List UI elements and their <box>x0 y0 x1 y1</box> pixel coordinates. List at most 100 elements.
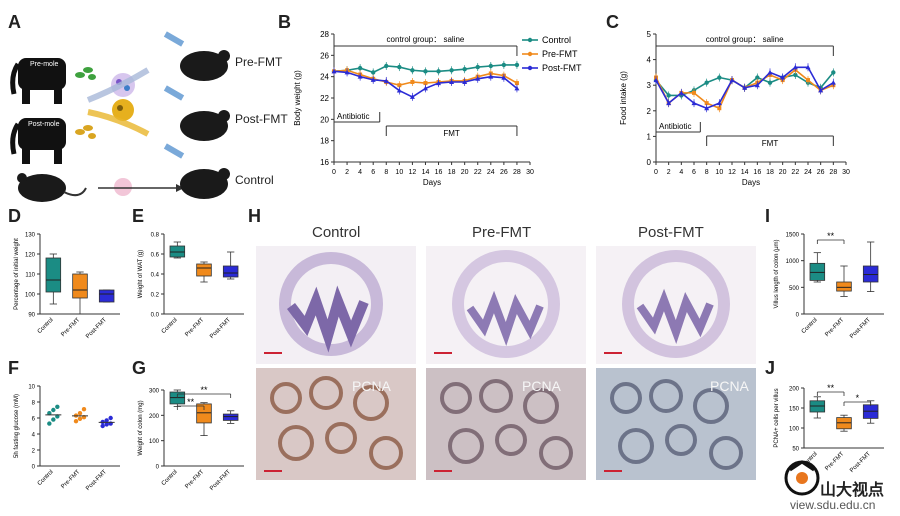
elephant-tag-pre: Pre-mole <box>30 61 59 68</box>
x-tick-label: Control <box>161 469 179 487</box>
x-tick-label: 26 <box>500 169 508 176</box>
y-tick-label: 90 <box>28 313 35 319</box>
data-point <box>77 416 83 421</box>
y-tick-label: 16 <box>320 158 329 167</box>
data-point <box>410 68 415 73</box>
y-axis-label: PCNA+ cells per villus <box>774 388 780 447</box>
y-tick-label: 0.4 <box>151 273 160 279</box>
x-tick-label: 4 <box>679 169 683 176</box>
mouse-icon <box>180 168 230 199</box>
data-point <box>371 70 376 75</box>
y-tick-label: 4 <box>647 56 652 65</box>
x-tick-label: 0 <box>332 169 336 176</box>
x-tick-label: Post-FMT <box>849 317 872 340</box>
y-tick-label: 200 <box>789 387 800 393</box>
data-point <box>678 90 684 95</box>
x-tick-label: Control <box>161 317 179 335</box>
x-tick-label: 2 <box>345 169 349 176</box>
x-tick-label: 12 <box>728 169 736 176</box>
antibiotic-label: Antibiotic <box>337 112 369 121</box>
y-tick-label: 3 <box>647 81 652 90</box>
y-tick-label: 24 <box>320 73 329 82</box>
colon-weight-chart: 0 100 200 300 Weight of colon (mg) Control Pre… <box>138 385 244 492</box>
x-tick-label: Post-FMT <box>209 317 232 340</box>
wat-weight-chart: 0.0 0.2 0.4 0.6 0.8 Weight of WAT (g) Control P… <box>138 233 244 340</box>
histology-title-control: Control <box>312 224 361 241</box>
y-tick-label: 0 <box>647 158 652 167</box>
box-pre-fmt <box>836 281 852 292</box>
data-point <box>344 69 350 75</box>
mouse-icon <box>180 110 230 141</box>
y-tick-label: 0.8 <box>151 233 160 239</box>
y-tick-label: 18 <box>320 137 329 146</box>
data-point <box>422 85 428 91</box>
panel-a-schematic: Pre-mole Post-mole <box>10 31 230 202</box>
y-axis-label: Weight of WAT (g) <box>138 250 144 298</box>
x-tick-label: 30 <box>526 169 534 176</box>
y-tick-label: 20 <box>320 115 329 124</box>
y-tick-label: 28 <box>320 30 329 39</box>
data-point <box>501 75 507 80</box>
x-tick-label: 28 <box>513 169 521 176</box>
significance-label: ** <box>187 397 195 407</box>
data-point <box>462 79 468 84</box>
y-axis-label: Percentage of initial weight <box>14 238 20 310</box>
y-tick-label: 0 <box>796 313 800 319</box>
data-point <box>806 78 810 83</box>
data-point <box>793 72 798 78</box>
legend-label: Pre-FMT <box>542 49 578 59</box>
data-point <box>397 64 402 70</box>
box-control <box>809 262 826 281</box>
y-tick-label: 0.0 <box>151 313 160 319</box>
x-tick-label: Post-FMT <box>85 469 108 492</box>
data-point <box>77 411 83 416</box>
y-axis-label: Body weight (g) <box>293 70 302 126</box>
x-tick-label: 20 <box>779 169 787 176</box>
legend-label: Post-FMT <box>542 63 582 73</box>
data-point <box>396 88 402 93</box>
y-tick-label: 100 <box>149 439 160 445</box>
x-tick-label: Post-FMT <box>209 469 232 492</box>
panel-g-letter: G <box>132 358 147 378</box>
antibiotic-label: Antibiotic <box>659 122 691 131</box>
x-tick-label: 6 <box>692 169 696 176</box>
syringe-icon <box>163 143 185 159</box>
x-tick-label: 24 <box>487 169 495 176</box>
mouse-icon <box>180 50 230 81</box>
x-tick-label: Pre-FMT <box>184 469 205 490</box>
y-tick-label: 1500 <box>786 233 800 239</box>
data-point <box>704 105 710 111</box>
panel-a-letter: A <box>8 12 21 32</box>
y-tick-label: 8 <box>32 401 36 407</box>
x-tick-label: 10 <box>715 169 723 176</box>
x-tick-label: 4 <box>358 169 362 176</box>
histology-title-pre-fmt: Pre-FMT <box>472 224 532 241</box>
x-tick-label: 12 <box>409 169 417 176</box>
data-point <box>831 70 836 75</box>
y-tick-label: 200 <box>149 414 160 420</box>
y-axis-label: Weight of colon (mg) <box>138 400 144 455</box>
data-point <box>81 407 87 412</box>
y-tick-label: 110 <box>25 273 35 279</box>
elephant-tag-post: Post-mole <box>28 121 60 128</box>
y-tick-label: 1 <box>647 132 652 141</box>
data-point <box>742 85 748 90</box>
y-tick-label: 10 <box>28 385 35 391</box>
he-image-post-fmt <box>596 246 756 364</box>
y-tick-label: 6 <box>32 417 36 423</box>
y-tick-label: 300 <box>149 389 160 395</box>
x-axis-label: Days <box>742 178 760 187</box>
data-point <box>692 90 696 95</box>
y-tick-label: 2 <box>647 107 652 116</box>
data-point <box>383 78 389 83</box>
data-point <box>792 64 798 70</box>
elephant-icon <box>10 118 66 164</box>
pcna-label-post-fmt: PCNA <box>710 378 749 394</box>
legend-marker <box>527 65 533 71</box>
histology-title-post-fmt: Post-FMT <box>638 224 704 241</box>
panel-f-letter: F <box>8 358 19 378</box>
data-point <box>475 64 480 70</box>
legend-label: Control <box>542 35 571 45</box>
data-point <box>717 75 722 80</box>
